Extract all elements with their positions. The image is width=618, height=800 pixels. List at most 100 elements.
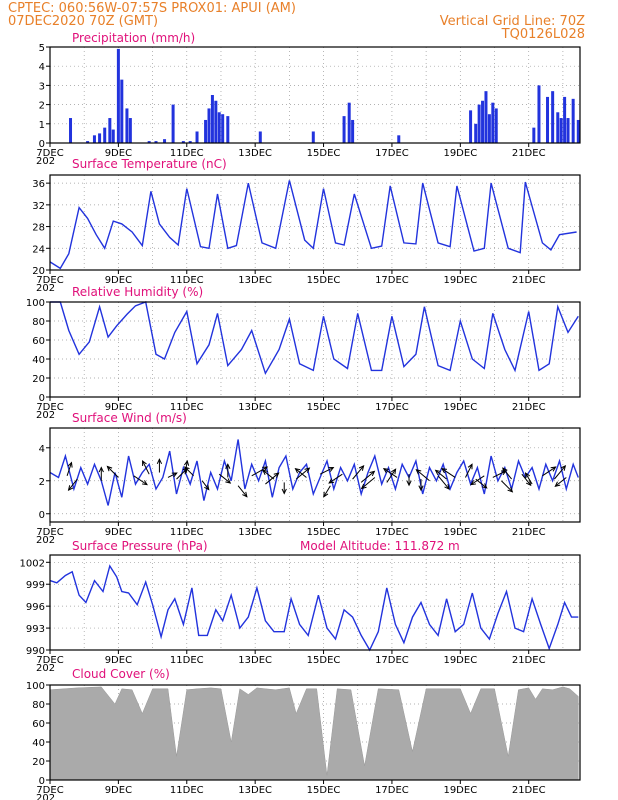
x-tick-label: 7DEC <box>36 148 63 159</box>
wind-vector <box>470 475 485 486</box>
wind-vector-head <box>294 467 301 474</box>
x-tick-label: 21DEC <box>512 785 546 796</box>
x-tick-label: 11DEC <box>170 402 204 413</box>
precip-bar <box>108 118 112 143</box>
y-tick-label: 20 <box>32 266 45 277</box>
y-tick-label: 60 <box>32 719 45 730</box>
wind-vector-head <box>525 480 532 487</box>
wind-vector-head <box>184 466 190 472</box>
x-tick-label: 15DEC <box>307 275 341 286</box>
y-tick-label: 80 <box>32 700 45 711</box>
y-tick-label: 20 <box>32 374 45 385</box>
x-tick-label: 9DEC <box>105 785 132 796</box>
precip-bar <box>147 141 151 143</box>
x-tick-label: 19DEC <box>443 527 477 538</box>
wind-vector-head <box>507 486 514 493</box>
wind-vector-head <box>67 485 74 492</box>
wind-vector-head <box>554 481 561 487</box>
x-tick-label: 11DEC <box>170 275 204 286</box>
header-run-date: 07DEC2020 70Z (GMT) <box>8 14 158 29</box>
x-tick-label: 19DEC <box>443 785 477 796</box>
x-tick-label: 13DEC <box>238 785 272 796</box>
precip-bar <box>69 118 73 143</box>
wind-vector <box>361 477 376 489</box>
y-tick-label: 0 <box>39 510 45 521</box>
y-tick-label: 993 <box>26 624 45 635</box>
precip-bar <box>571 98 575 143</box>
wind-vector <box>68 478 78 491</box>
wind-vector <box>142 460 150 475</box>
precip-bar <box>311 131 315 143</box>
precip-bar <box>103 127 107 143</box>
wind-vector <box>201 480 210 490</box>
x-tick-label: 17DEC <box>375 148 409 159</box>
y-tick-label: 1 <box>39 120 45 131</box>
wind-vector-head <box>415 469 422 475</box>
cloud-cover-area <box>49 686 579 781</box>
panel-title: Cloud Cover (%) <box>72 667 170 681</box>
x-tick-label: 7DEC <box>36 402 63 413</box>
panel-title: Surface Temperature (nC) <box>72 157 227 171</box>
x-tick-label: 15DEC <box>307 402 341 413</box>
precip-bar <box>207 108 211 143</box>
plot-area <box>50 175 580 270</box>
x-tick-label: 9DEC <box>105 402 132 413</box>
wind-vector <box>319 467 334 475</box>
wind-vector-head <box>183 459 190 466</box>
wind-vector <box>251 466 268 477</box>
plot-frame <box>49 427 581 523</box>
x-year-label: 202 <box>36 535 55 546</box>
wind-vector-head <box>560 465 567 471</box>
precip-bar <box>125 108 129 143</box>
precip-bar <box>92 135 96 143</box>
x-tick-label: 19DEC <box>443 148 477 159</box>
wind-vector <box>295 468 307 478</box>
y-tick-label: 20 <box>32 757 45 768</box>
precip-bar <box>181 141 185 143</box>
wind-vector <box>218 473 231 484</box>
x-year-label: 202 <box>36 283 55 294</box>
wind-vector-head <box>328 478 335 484</box>
y-tick-label: 100 <box>26 681 45 692</box>
y-tick-label: 3 <box>39 81 45 92</box>
precip-bar <box>204 119 208 143</box>
precip-bar <box>397 135 401 143</box>
wind-vector-head <box>502 467 508 474</box>
x-tick-label: 7DEC <box>36 527 63 538</box>
precip-bar <box>217 112 221 143</box>
x-year-label: 202 <box>36 663 55 674</box>
precip-bar <box>163 139 167 143</box>
x-tick-label: 13DEC <box>238 402 272 413</box>
precip-bar <box>474 123 478 143</box>
x-year-label: 202 <box>36 156 55 167</box>
wind-vector <box>167 472 177 478</box>
precip-bar <box>491 102 495 143</box>
wind-vector-head <box>323 491 329 498</box>
wind-vector-head <box>382 468 389 474</box>
wind-vector-head <box>304 467 311 473</box>
wind-vector <box>352 465 364 480</box>
precip-bar <box>120 79 124 143</box>
precip-bar <box>342 116 346 143</box>
x-tick-label: 11DEC <box>170 655 204 666</box>
wind-vector-head <box>141 480 148 486</box>
y-tick-label: 100 <box>26 298 45 309</box>
wind-vector <box>525 472 533 485</box>
wind-vector <box>328 473 343 484</box>
x-tick-label: 17DEC <box>375 655 409 666</box>
wind-vector-head <box>358 465 365 471</box>
wind-vector-head <box>501 470 508 476</box>
plot-area <box>50 555 580 650</box>
y-tick-label: 80 <box>32 317 45 328</box>
wind-vector-head <box>98 466 104 473</box>
y-tick-label: 0 <box>39 139 45 150</box>
wind-vector <box>416 469 430 482</box>
x-tick-label: 21DEC <box>512 527 546 538</box>
wind-vector <box>184 466 194 477</box>
x-tick-label: 15DEC <box>307 785 341 796</box>
wind-vector <box>555 477 567 487</box>
wind-vector-head <box>391 468 397 475</box>
precip-bar <box>563 96 567 143</box>
